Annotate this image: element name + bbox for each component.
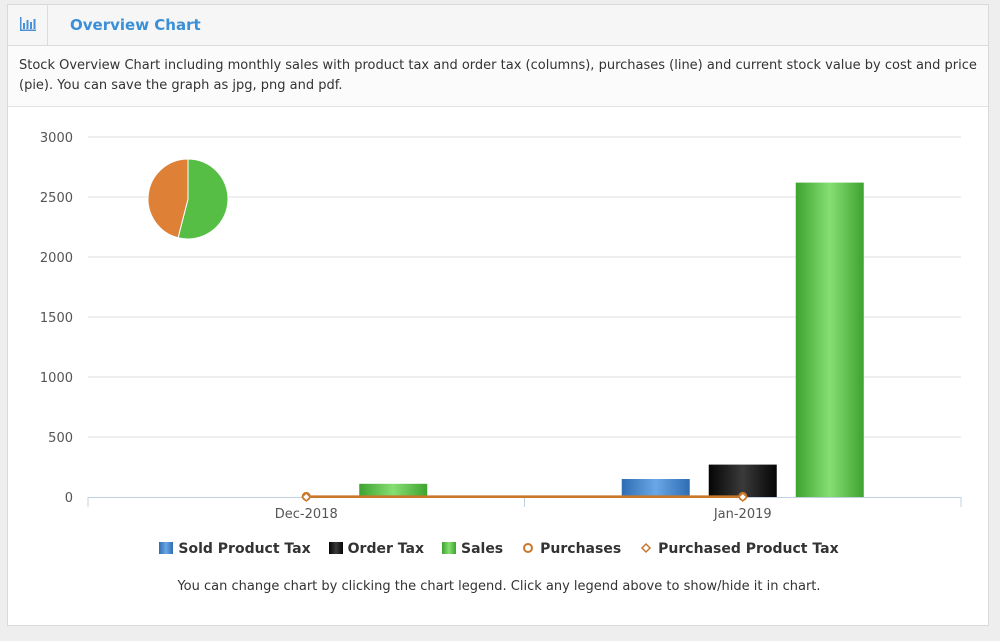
legend-swatch [523, 543, 534, 553]
bar-sales[interactable] [359, 483, 428, 497]
chart-footnote: You can change chart by clicking the cha… [177, 579, 821, 594]
legend-item-sold-product-tax[interactable]: Sold Product Tax [159, 541, 311, 557]
legend-label: Purchased Product Tax [658, 541, 839, 557]
legend-item-purchases[interactable]: Purchases [521, 541, 621, 557]
bar-chart-icon [20, 17, 36, 31]
legend-item-order-tax[interactable]: Order Tax [328, 541, 424, 557]
legend-label: Order Tax [347, 541, 424, 557]
overview-chart-panel: Overview Chart Stock Overview Chart incl… [7, 4, 989, 626]
header-icon-box [8, 5, 48, 45]
chart-legend: Sold Product Tax Order Tax Sales Purchases P… [8, 541, 990, 561]
x-tick-label: Jan-2019 [713, 507, 772, 522]
legend-label: Sales [460, 541, 504, 557]
panel-header: Overview Chart [8, 5, 988, 46]
y-tick-label: 3000 [40, 131, 73, 146]
x-tick-label: Dec-2018 [275, 507, 338, 522]
chart-description: Stock Overview Chart including monthly s… [19, 58, 977, 93]
y-tick-label: 2000 [40, 251, 73, 266]
legend-swatch [328, 542, 343, 554]
pie-slice[interactable] [147, 158, 189, 239]
line-series [301, 491, 748, 503]
pie-slice[interactable] [177, 158, 229, 240]
legend-label: Purchases [540, 541, 622, 557]
legend-label: Sold Product Tax [178, 541, 311, 557]
legend-swatch [641, 542, 652, 554]
y-tick-label: 1000 [40, 371, 73, 386]
bar-sales[interactable] [795, 182, 864, 497]
y-tick-label: 1500 [40, 311, 73, 326]
legend-swatch [441, 542, 456, 554]
legend-item-sales[interactable]: Sales [441, 541, 504, 557]
legend-item-purchased-product-tax[interactable]: Purchased Product Tax [639, 541, 839, 557]
point-purchased-product-tax[interactable] [737, 491, 748, 503]
y-axis-ticks: 0 500 1000 1500 2000 2500 3000 [40, 131, 73, 506]
y-tick-label: 500 [48, 431, 73, 446]
legend-swatch [159, 542, 174, 554]
x-axis: Dec-2018 Jan-2019 [87, 497, 962, 522]
bar-sold-product-tax[interactable] [621, 479, 690, 497]
bar-order-tax[interactable] [708, 464, 777, 497]
panel-title: Overview Chart [70, 16, 201, 34]
description-area: Stock Overview Chart including monthly s… [8, 46, 988, 107]
overview-chart: 0 500 1000 1500 2000 2500 3000 Dec-2018 Jan-201… [40, 131, 962, 522]
point-purchased-product-tax[interactable] [301, 491, 312, 503]
y-tick-label: 2500 [40, 191, 73, 206]
y-tick-label: 0 [65, 491, 73, 506]
column-series [359, 182, 864, 497]
stock-value-pie [147, 158, 229, 240]
